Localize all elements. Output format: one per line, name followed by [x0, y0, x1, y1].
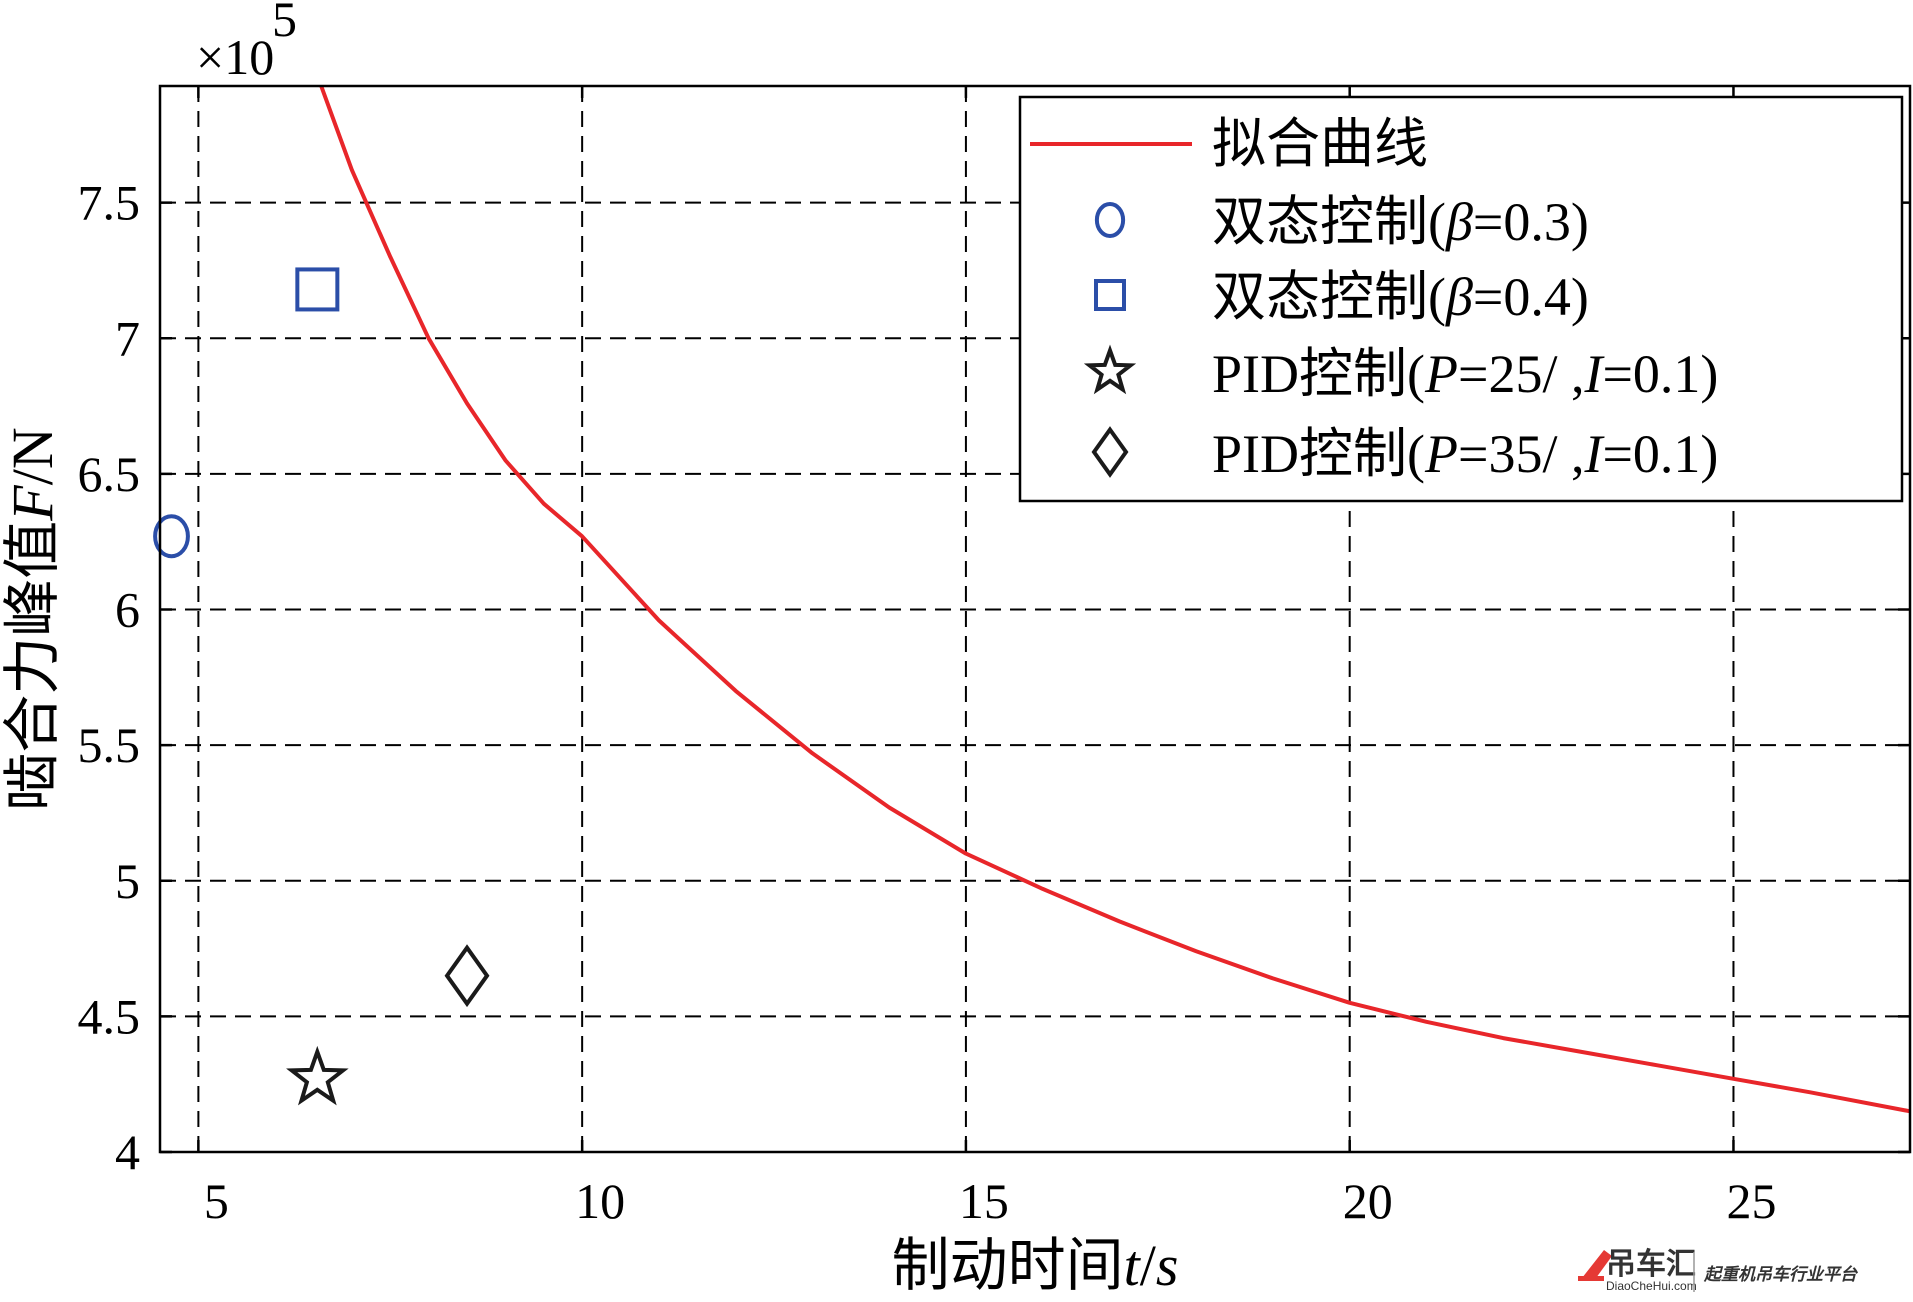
legend-box	[1018, 95, 1904, 503]
axis-ticks: 5 10 15 20 25 4 4.5 5 5.5 6 6.5 7 7.5	[78, 86, 1910, 1229]
x-axis-label: 制动时间t/s	[892, 1233, 1179, 1298]
legend-label: PID控制(P=25/ ,I=0.1)	[1212, 344, 1718, 404]
y-tick-label: 7	[115, 310, 140, 366]
legend-label-fit-curve: 拟合曲线	[1212, 114, 1428, 174]
watermark: 吊车汇 DiaoCheHui.com 起重机吊车行业平台	[1578, 1247, 1858, 1293]
x-tick-label: 25	[1726, 1173, 1776, 1229]
legend-marker-square	[1094, 279, 1126, 311]
watermark-slogan: 起重机吊车行业平台	[1703, 1265, 1858, 1284]
y-tick-label: 6.5	[78, 446, 141, 502]
y-tick-label: 7.5	[78, 175, 141, 231]
watermark-site: DiaoCheHui.com	[1606, 1279, 1697, 1293]
legend-marker-circle	[1094, 202, 1126, 238]
x-tick-label: 15	[959, 1173, 1009, 1229]
legend-label: PID控制(P=35/ ,I=0.1)	[1212, 424, 1718, 484]
fit-curve-layer	[319, 85, 1911, 1114]
y-tick-label: 6	[115, 582, 140, 638]
data-point-circle	[153, 514, 190, 559]
data-markers	[153, 267, 490, 1106]
y-multiplier-exponent: 5	[272, 0, 297, 47]
crane-logo-icon	[1578, 1250, 1612, 1281]
legend-marker-star	[1083, 344, 1137, 395]
data-point-diamond	[444, 944, 490, 1008]
legend-label: 双态控制(β=0.3)	[1212, 192, 1589, 252]
watermark-brand: 吊车汇	[1606, 1247, 1696, 1281]
y-axis-label: 啮合力峰值F/N	[0, 427, 65, 810]
y-tick-label: 5.5	[78, 717, 141, 773]
legend-marker-diamond	[1091, 426, 1129, 478]
data-point-square	[295, 267, 340, 312]
legend-label: 双态控制(β=0.4)	[1212, 267, 1589, 327]
x-tick-label: 5	[204, 1173, 229, 1229]
y-tick-label: 5	[115, 853, 140, 909]
y-tick-label: 4.5	[78, 988, 141, 1044]
y-tick-label: 4	[115, 1124, 140, 1180]
plot-frame	[158, 84, 1912, 1154]
y-multiplier: ×10 5	[196, 0, 297, 85]
x-tick-label: 20	[1343, 1173, 1393, 1229]
fit-curve-line	[319, 85, 1911, 1114]
data-point-star	[286, 1045, 349, 1106]
x-tick-label: 10	[575, 1173, 625, 1229]
y-multiplier-base: ×10	[196, 29, 274, 85]
